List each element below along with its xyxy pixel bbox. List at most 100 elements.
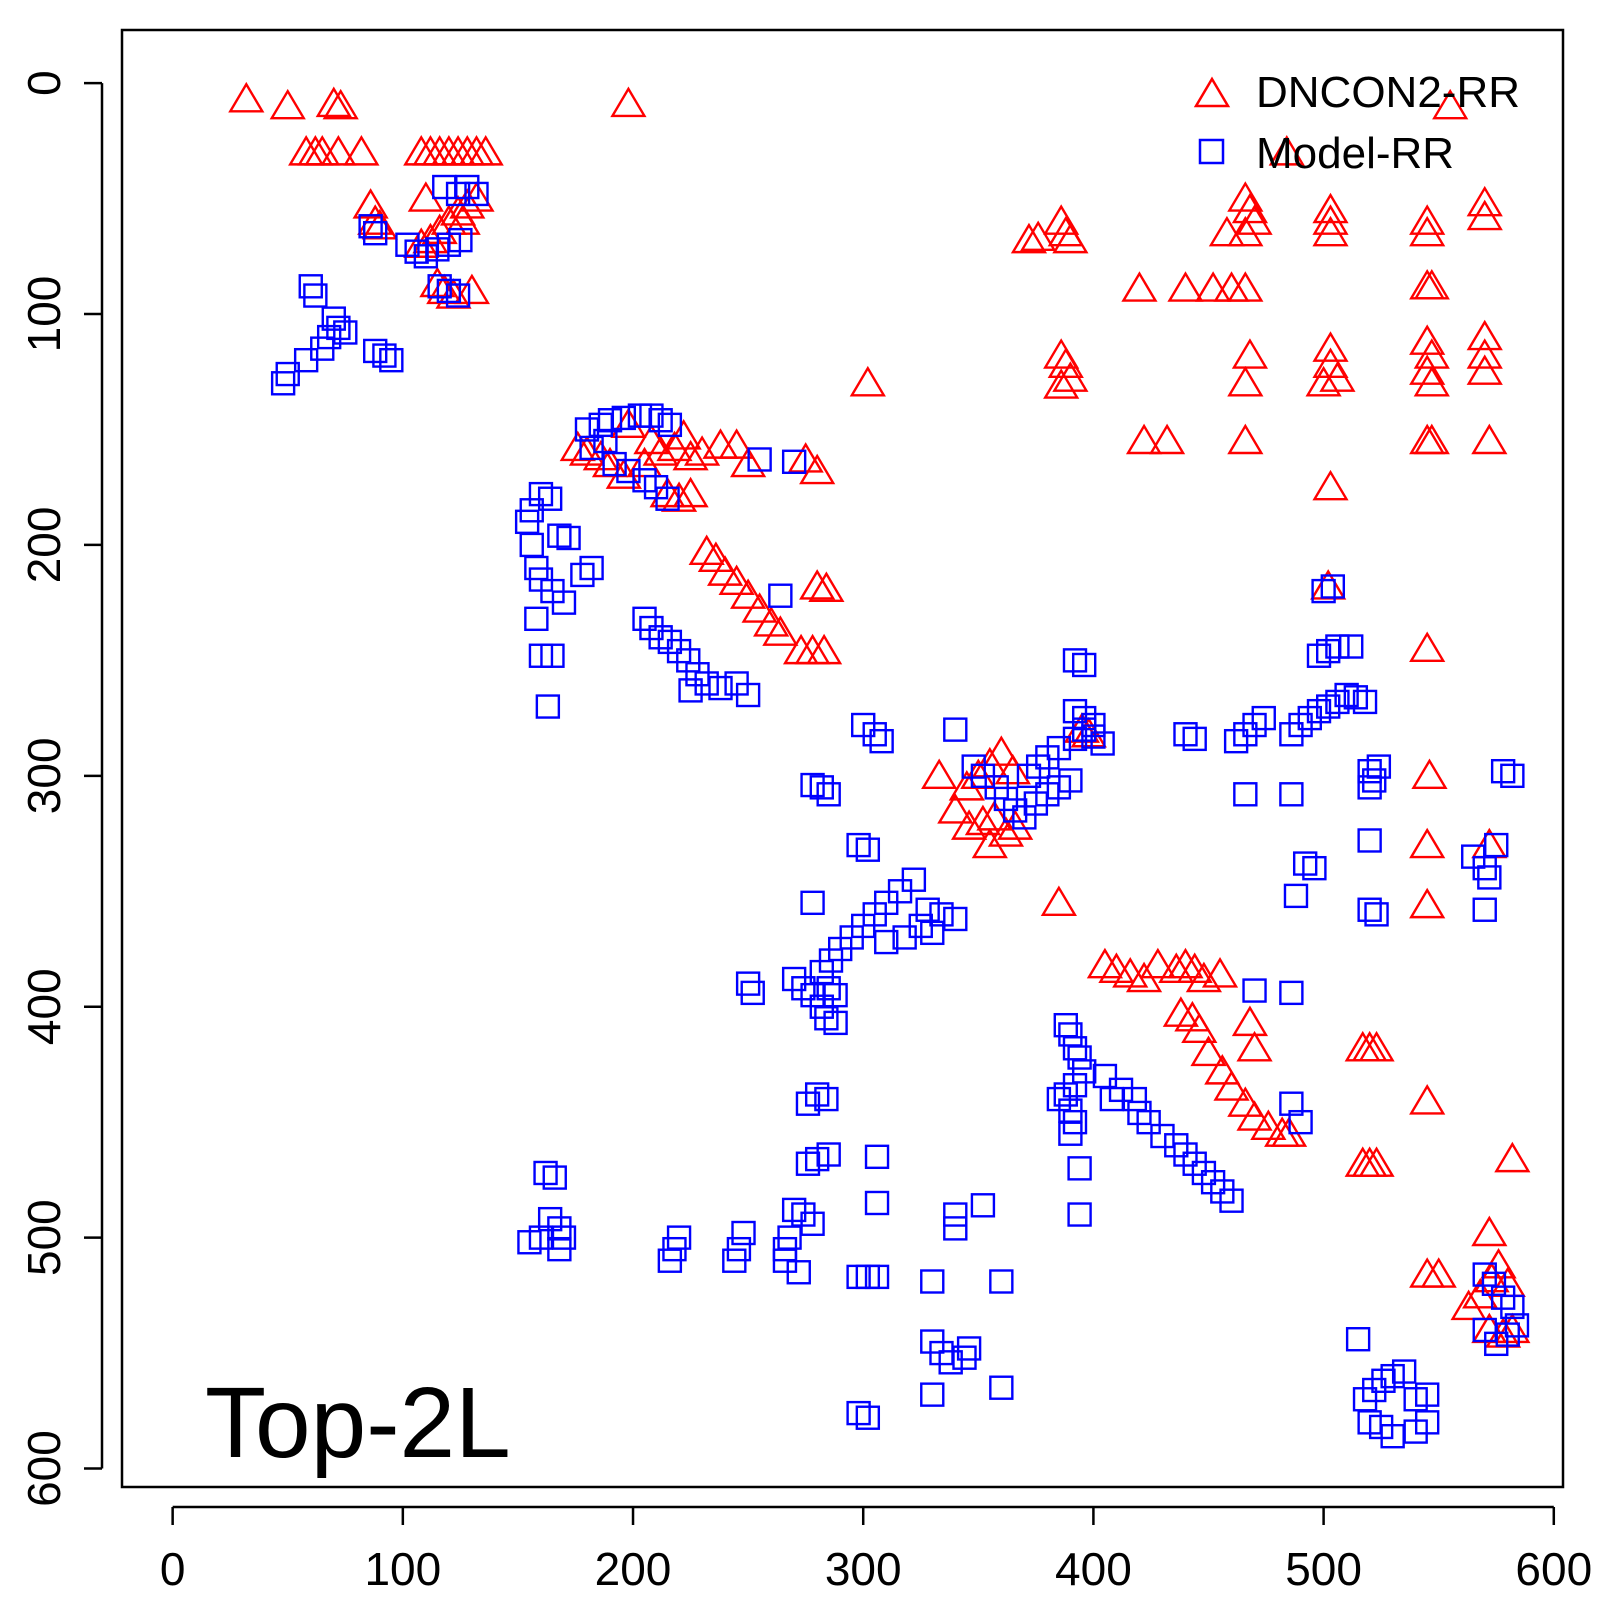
square-point — [1108, 1077, 1134, 1103]
square-point — [1062, 726, 1088, 752]
square-point — [855, 1405, 881, 1430]
triangle-point — [1227, 1086, 1264, 1117]
square-point — [809, 775, 834, 800]
square-point — [1283, 883, 1309, 909]
square-point — [547, 1216, 572, 1241]
square-point — [1062, 1073, 1088, 1098]
square-point — [533, 1160, 558, 1186]
square-point — [1072, 705, 1097, 731]
square-point — [791, 976, 816, 1001]
triangle-point — [1231, 338, 1269, 369]
square-point — [1366, 754, 1392, 779]
square-point — [740, 980, 765, 1006]
triangle-point — [987, 816, 1025, 847]
triangle-point — [322, 88, 359, 120]
x-tick-label: 200 — [595, 1543, 672, 1595]
square-point — [657, 412, 683, 438]
square-point — [537, 1206, 563, 1232]
square-point — [666, 638, 692, 664]
square-point — [588, 412, 613, 438]
square-point — [1053, 1082, 1078, 1107]
square-point — [1062, 1036, 1088, 1061]
square-point — [427, 274, 452, 299]
triangle-point — [1086, 947, 1124, 979]
square-point — [694, 671, 719, 696]
square-point — [547, 1236, 572, 1262]
triangle-point — [1208, 215, 1246, 247]
square-point — [1072, 652, 1097, 678]
triangle-point — [610, 86, 647, 118]
triangle-point — [697, 541, 735, 572]
square-point — [1364, 902, 1389, 927]
triangle-point — [1494, 1141, 1531, 1173]
square-point — [1334, 682, 1359, 708]
triangle-point — [730, 578, 767, 609]
triangle-point — [1121, 271, 1158, 302]
triangle-point — [1409, 324, 1446, 355]
square-point — [1371, 1368, 1396, 1393]
triangle-point — [702, 428, 739, 459]
triangle-point — [421, 213, 458, 245]
triangle-point — [1494, 1312, 1531, 1344]
triangle-point — [1227, 365, 1264, 397]
square-point — [781, 449, 807, 474]
square-point — [455, 174, 480, 200]
square-point — [816, 976, 841, 1001]
square-point — [1288, 1109, 1313, 1135]
triangle-point — [849, 365, 886, 397]
triangle-point — [1413, 423, 1450, 455]
square-point — [372, 343, 397, 368]
square-point — [648, 625, 673, 650]
triangle-point — [976, 800, 1013, 831]
triangle-point — [683, 435, 721, 466]
triangle-point — [1409, 1257, 1446, 1288]
triangle-point — [1139, 947, 1176, 979]
triangle-point — [343, 135, 380, 166]
panel-label: Top-2L — [205, 1367, 511, 1479]
square-point — [1320, 574, 1346, 599]
square-point — [519, 532, 544, 558]
square-point — [874, 929, 899, 955]
triangle-point — [1409, 887, 1446, 919]
triangle-point — [1312, 204, 1349, 235]
square-point — [816, 1142, 841, 1167]
triangle-point — [1227, 271, 1264, 302]
triangle-point — [1413, 365, 1450, 397]
triangle-point — [1268, 135, 1305, 166]
x-tick-label: 300 — [825, 1543, 902, 1595]
triangle-point — [1312, 215, 1349, 247]
square-point — [1067, 1045, 1092, 1070]
square-point — [1352, 689, 1378, 715]
square-point — [1182, 1151, 1207, 1176]
square-point — [1279, 722, 1304, 747]
square-point — [1472, 897, 1497, 922]
square-point — [1053, 1012, 1078, 1038]
square-point — [892, 925, 917, 950]
triangle-point — [997, 809, 1034, 840]
square-point — [657, 629, 683, 655]
square-point — [1164, 1133, 1189, 1158]
square-point — [943, 717, 968, 742]
triangle-point — [1167, 947, 1204, 979]
square-point — [1500, 763, 1525, 789]
triangle-point — [1052, 361, 1089, 392]
triangle-point — [782, 633, 820, 665]
square-point — [781, 966, 807, 992]
triangle-point — [1358, 1146, 1395, 1177]
square-point — [524, 606, 549, 632]
square-point — [747, 447, 772, 472]
square-point — [464, 181, 489, 207]
square-point — [542, 1165, 567, 1190]
triangle-point — [1236, 1030, 1273, 1062]
square-point — [1357, 775, 1382, 800]
square-point — [1391, 1359, 1417, 1384]
triangle-point — [1409, 204, 1446, 235]
square-point — [1316, 638, 1341, 664]
triangle-point — [357, 204, 394, 235]
square-point — [293, 347, 319, 373]
triangle-point — [1043, 204, 1080, 235]
square-point — [528, 481, 554, 507]
square-point — [814, 1006, 839, 1031]
square-point — [855, 837, 881, 862]
square-point — [1292, 851, 1318, 876]
